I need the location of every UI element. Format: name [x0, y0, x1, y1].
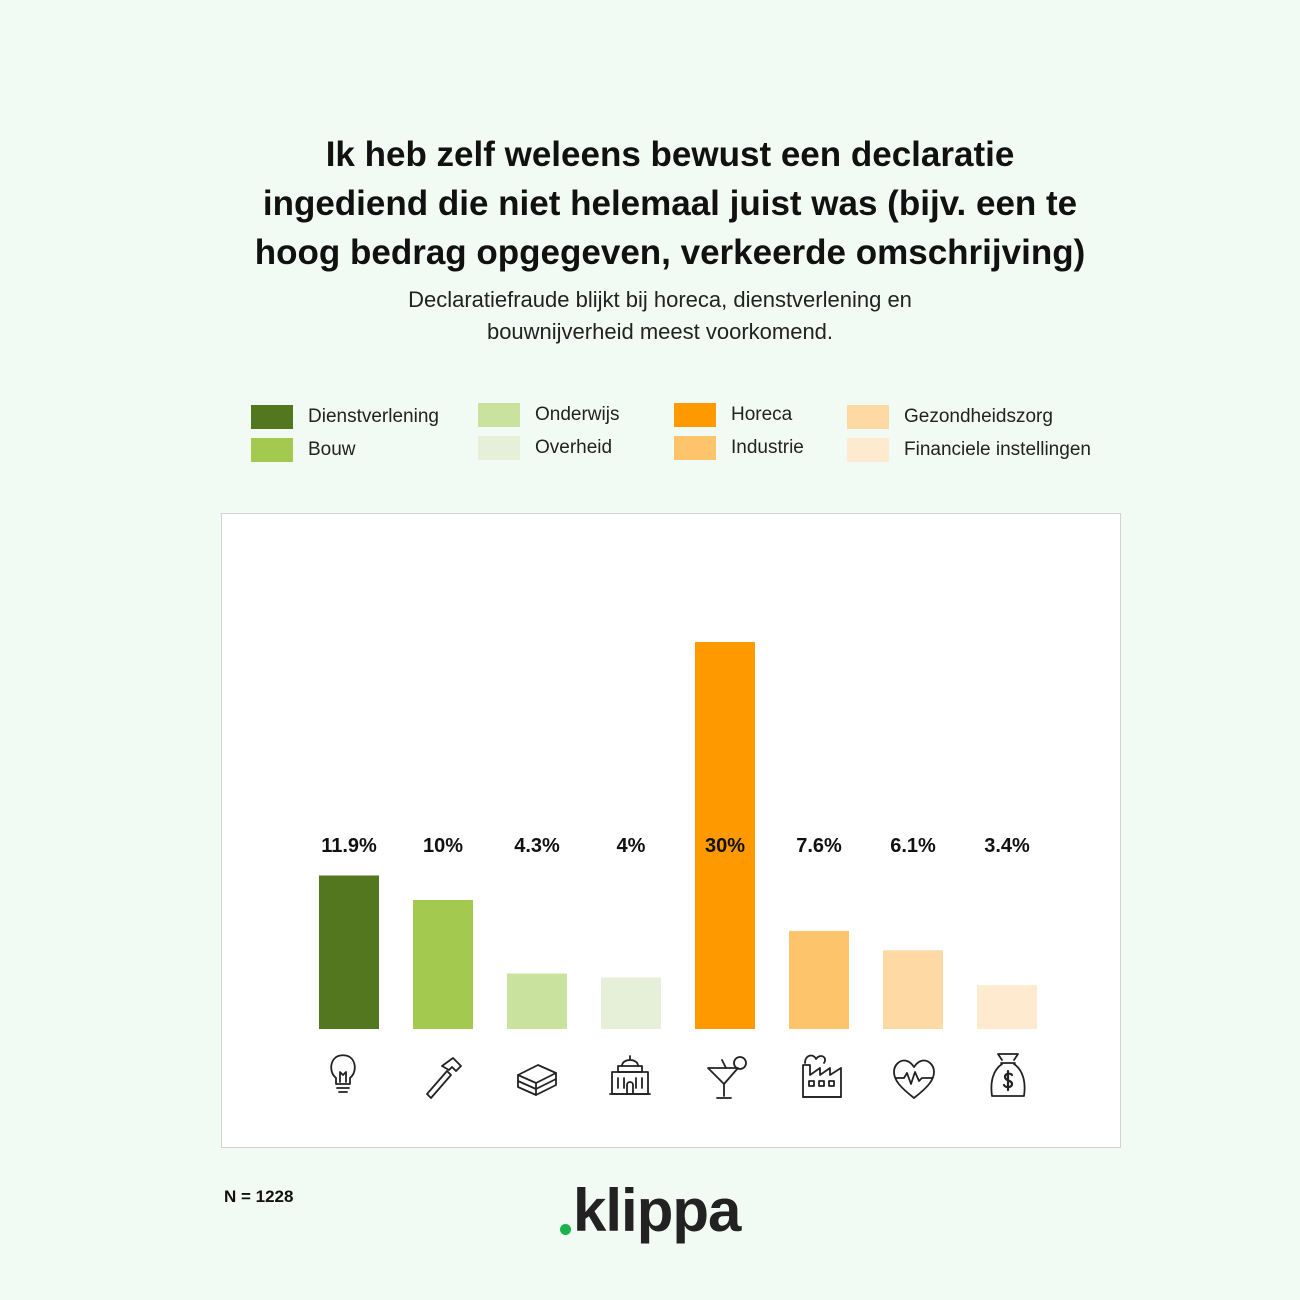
legend-label: Horeca [731, 404, 793, 425]
legend-swatch [674, 403, 716, 427]
cocktail-icon [707, 1056, 747, 1099]
bar-horeca [695, 642, 755, 1029]
legend-label: Onderwijs [535, 404, 620, 425]
legend-swatch [674, 436, 716, 460]
legend-item-overheid: Overheid [478, 435, 612, 461]
legend-swatch [847, 438, 889, 462]
bar-bouw [413, 900, 473, 1029]
legend-item-financiele-instellingen: Financiele instellingen [847, 437, 1091, 463]
data-label: 4% [617, 835, 646, 857]
legend-item-dienstverlening: Dienstverlening [251, 404, 439, 430]
government-building-icon [609, 1055, 651, 1095]
bar-chart: 11.9% 10% 4.3% 4% 30% 7.6% 6.1% 3.4% [319, 642, 1037, 1099]
legend-swatch [847, 405, 889, 429]
factory-icon [802, 1054, 842, 1098]
chart-subtitle: Declaratiefraude blijkt bij horeca, dien… [408, 287, 912, 344]
legend-item-gezondheidszorg: Gezondheidszorg [847, 404, 1053, 430]
logo-text: klippa [573, 1177, 741, 1244]
money-bag-icon [990, 1053, 1026, 1097]
bar-dienstverlening [319, 875, 379, 1029]
bar-industrie [789, 930, 849, 1029]
data-label: 6.1% [890, 835, 936, 857]
bar-financiele-instellingen [977, 985, 1037, 1029]
chart-area: 11.9% 10% 4.3% 4% 30% 7.6% 6.1% 3.4% [221, 513, 1121, 1148]
legend-swatch [251, 405, 293, 429]
klippa-logo: klippa [560, 1178, 770, 1258]
bar-overheid [601, 977, 661, 1029]
legend-label: Gezondheidszorg [904, 406, 1053, 427]
data-label: 3.4% [984, 835, 1030, 857]
books-icon [517, 1064, 557, 1096]
legend-swatch [251, 438, 293, 462]
sample-size-label: N = 1228 [224, 1187, 294, 1206]
chart-title: Ik heb zelf weleens bewust een declarati… [254, 135, 1086, 272]
legend-label: Financiele instellingen [904, 439, 1091, 460]
legend-swatch [478, 403, 520, 427]
hammer-icon [426, 1057, 462, 1099]
data-label: 10% [423, 835, 463, 857]
legend-item-onderwijs: Onderwijs [478, 402, 619, 428]
legend-item-bouw: Bouw [251, 437, 356, 463]
legend-label: Bouw [308, 439, 356, 460]
legend-label: Industrie [731, 437, 804, 458]
legend-label: Overheid [535, 437, 613, 458]
data-label: 7.6% [796, 835, 842, 857]
legend-item-horeca: Horeca [674, 402, 792, 428]
data-label: 11.9% [321, 835, 377, 857]
logo-dot [560, 1224, 571, 1235]
legend-label: Dienstverlening [308, 406, 439, 427]
legend-swatch [478, 436, 520, 460]
legend-item-industrie: Industrie [674, 435, 804, 461]
data-label: 4.3% [514, 835, 560, 857]
heart-pulse-icon [893, 1059, 935, 1099]
data-label: 30% [705, 835, 745, 857]
bar-gezondheidszorg [883, 950, 943, 1029]
lightbulb-icon [330, 1054, 356, 1093]
bar-onderwijs [507, 973, 567, 1029]
